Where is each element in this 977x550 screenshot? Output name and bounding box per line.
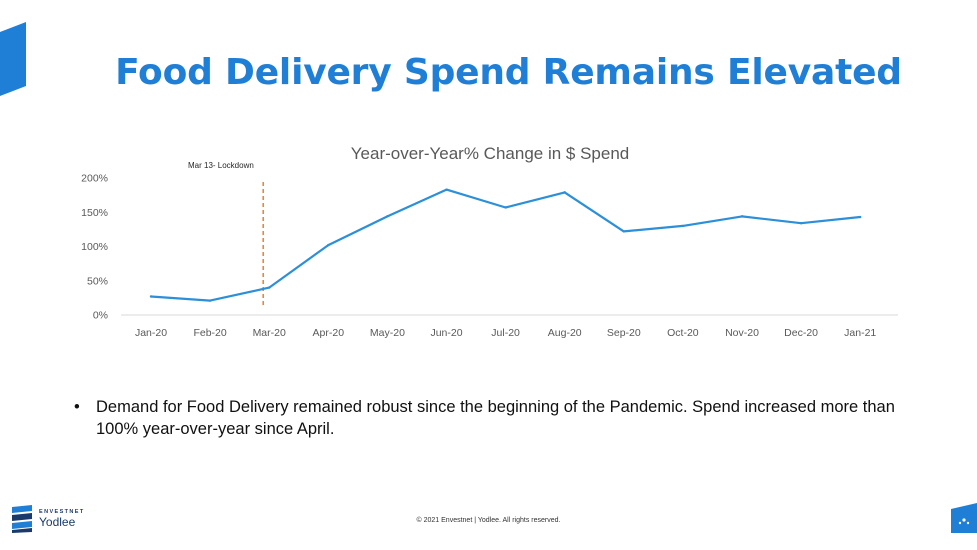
y-tick-label: 150% [81,207,108,219]
series-line [150,188,861,302]
corner-accent-icon [0,22,26,96]
y-tick-label: 100% [81,241,108,253]
x-tick-label: Feb-20 [193,327,226,339]
data-point [268,286,271,289]
corner-badge-icon [951,503,977,533]
data-point [327,243,330,247]
x-tick-label: Jul-20 [491,327,520,339]
data-point [149,295,153,298]
x-tick-label: Nov-20 [725,327,759,339]
x-tick-label: Oct-20 [667,327,699,339]
bullet-item: • Demand for Food Delivery remained robu… [74,396,904,440]
data-point [445,188,448,191]
line-chart: 0% 50% 100% 150% 200% Jan-20 Feb-20 Mar-20 Apr-2… [81,173,898,339]
y-tick-label: 0% [93,310,108,322]
data-point [859,215,862,219]
yodlee-logo-icon [12,505,32,533]
x-tick-label: Jan-20 [135,327,167,339]
slide-title: Food Delivery Spend Remains Elevated [115,52,902,93]
x-tick-label: Dec-20 [784,327,818,339]
bullet-text: Demand for Food Delivery remained robust… [96,398,895,438]
x-tick-label: Sep-20 [607,327,641,339]
data-point [563,191,566,194]
copyright-footer: © 2021 Envestnet | Yodlee. All rights re… [416,517,561,524]
lockdown-annotation: Mar 13- Lockdown [188,161,254,170]
x-tick-label: Apr-20 [313,327,345,339]
chart-title: Year-over-Year% Change in $ Spend [350,144,630,163]
data-point [386,215,389,218]
y-tick-label: 200% [81,173,108,185]
x-tick-label: Jan-21 [844,327,876,339]
x-tick-label: Jun-20 [430,327,462,339]
data-point [504,206,507,209]
data-point [622,230,625,233]
x-tick-label: Aug-20 [548,327,582,339]
data-point [740,215,744,218]
x-tick-label: May-20 [370,327,405,339]
data-point [681,224,685,228]
data-point [799,222,803,225]
brand-logo: ENVESTNET Yodlee [12,505,85,533]
x-tick-label: Mar-20 [253,327,286,339]
brand-envestnet-text: ENVESTNET [39,508,85,515]
brand-yodlee-text: Yodlee [39,515,76,530]
data-point [208,299,212,302]
bullet-dot-icon: • [74,398,80,416]
y-tick-label: 50% [87,275,108,287]
